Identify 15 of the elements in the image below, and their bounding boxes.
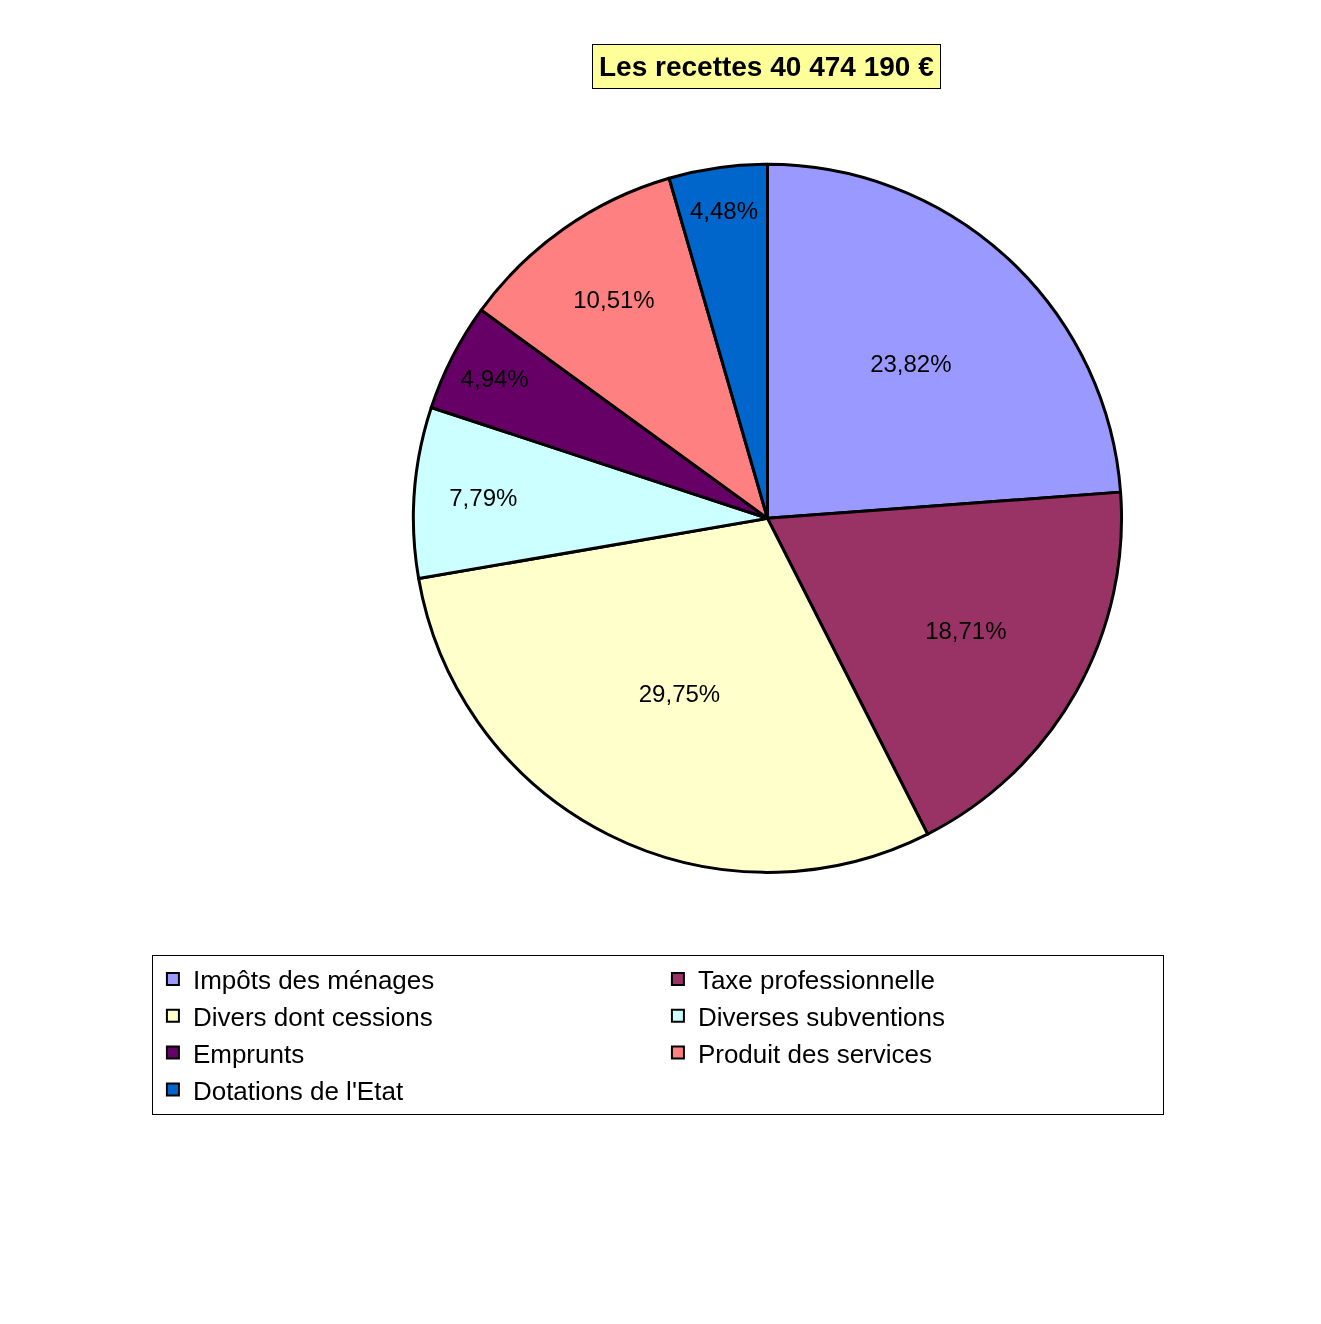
data-label: 29,75%	[638, 680, 721, 708]
chart-title: Les recettes 40 474 190 €	[599, 51, 935, 82]
data-label: 4,94%	[460, 364, 529, 392]
data-label: 18,71%	[925, 616, 1007, 644]
data-label: 4,48%	[689, 197, 758, 225]
legend-label: Dotations de l'Etat	[192, 1075, 404, 1106]
legend-label: Divers dont cessions	[192, 1001, 433, 1032]
legend-label: Taxe professionnelle	[697, 965, 935, 996]
data-label: 23,82%	[870, 350, 952, 378]
legend-label: Emprunts	[192, 1038, 305, 1069]
legend-label: Diverses subventions	[697, 1001, 946, 1032]
data-label: 7,79%	[449, 483, 518, 511]
legend-label: Produit des services	[697, 1038, 933, 1069]
data-label: 10,51%	[573, 285, 655, 313]
legend-label: Impôts des ménages	[192, 965, 435, 996]
